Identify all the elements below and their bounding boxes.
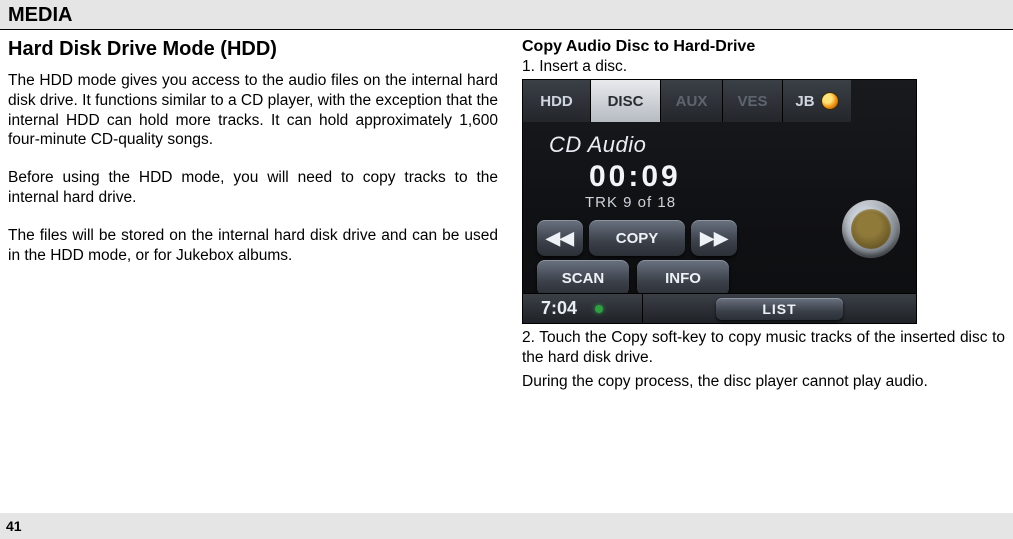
tab-ves[interactable]: VES xyxy=(723,80,783,122)
info-button[interactable]: INFO xyxy=(637,260,729,296)
now-playing: CD Audio 00:09 TRK 9 of 18 xyxy=(523,122,916,211)
scan-button[interactable]: SCAN xyxy=(537,260,629,296)
tab-jb[interactable]: JB xyxy=(783,80,851,122)
section-title: Hard Disk Drive Mode (HDD) xyxy=(8,38,498,61)
status-dot-icon xyxy=(595,305,603,313)
copy-note: During the copy process, the disc player… xyxy=(522,372,1005,392)
content-columns: Hard Disk Drive Mode (HDD) The HDD mode … xyxy=(0,30,1013,391)
tab-aux[interactable]: AUX xyxy=(661,80,723,122)
copy-button[interactable]: COPY xyxy=(589,220,685,256)
step-1: 1. Insert a disc. xyxy=(522,58,1005,76)
tab-jb-label: JB xyxy=(795,93,814,110)
clock-time: 7:04 xyxy=(541,298,577,319)
secondary-row: SCAN INFO xyxy=(537,260,729,296)
subheading: Copy Audio Disc to Hard-Drive xyxy=(522,38,1005,56)
header-bar: MEDIA xyxy=(0,0,1013,29)
list-button-area: LIST xyxy=(643,293,916,323)
now-playing-time: 00:09 xyxy=(589,160,916,194)
device-screenshot: HDD DISC AUX VES JB CD Audio 00:09 TRK 9… xyxy=(522,79,917,324)
brand-logo-inner xyxy=(851,209,891,249)
step-2: 2. Touch the Copy soft-key to copy music… xyxy=(522,328,1005,368)
paragraph-1: The HDD mode gives you access to the aud… xyxy=(8,71,498,150)
left-column: Hard Disk Drive Mode (HDD) The HDD mode … xyxy=(8,38,498,391)
list-button[interactable]: LIST xyxy=(716,298,842,320)
right-column: Copy Audio Disc to Hard-Drive 1. Insert … xyxy=(522,38,1005,391)
jukebox-icon xyxy=(821,92,839,110)
paragraph-3: The files will be stored on the internal… xyxy=(8,226,498,266)
page-footer-bar: 41 xyxy=(0,513,1013,539)
tab-disc[interactable]: DISC xyxy=(591,80,661,122)
brand-logo xyxy=(842,200,900,258)
clock-display: 7:04 xyxy=(523,293,643,323)
screenshot-footer: 7:04 LIST xyxy=(523,293,916,323)
source-tabs: HDD DISC AUX VES JB xyxy=(523,80,916,122)
page-header-title: MEDIA xyxy=(8,4,1005,27)
page-number: 41 xyxy=(6,518,22,534)
tab-hdd[interactable]: HDD xyxy=(523,80,591,122)
next-track-button[interactable]: ▶▶ xyxy=(691,220,737,256)
now-playing-title: CD Audio xyxy=(549,132,916,158)
paragraph-2: Before using the HDD mode, you will need… xyxy=(8,168,498,208)
prev-track-button[interactable]: ◀◀ xyxy=(537,220,583,256)
transport-row: ◀◀ COPY ▶▶ xyxy=(537,220,737,256)
